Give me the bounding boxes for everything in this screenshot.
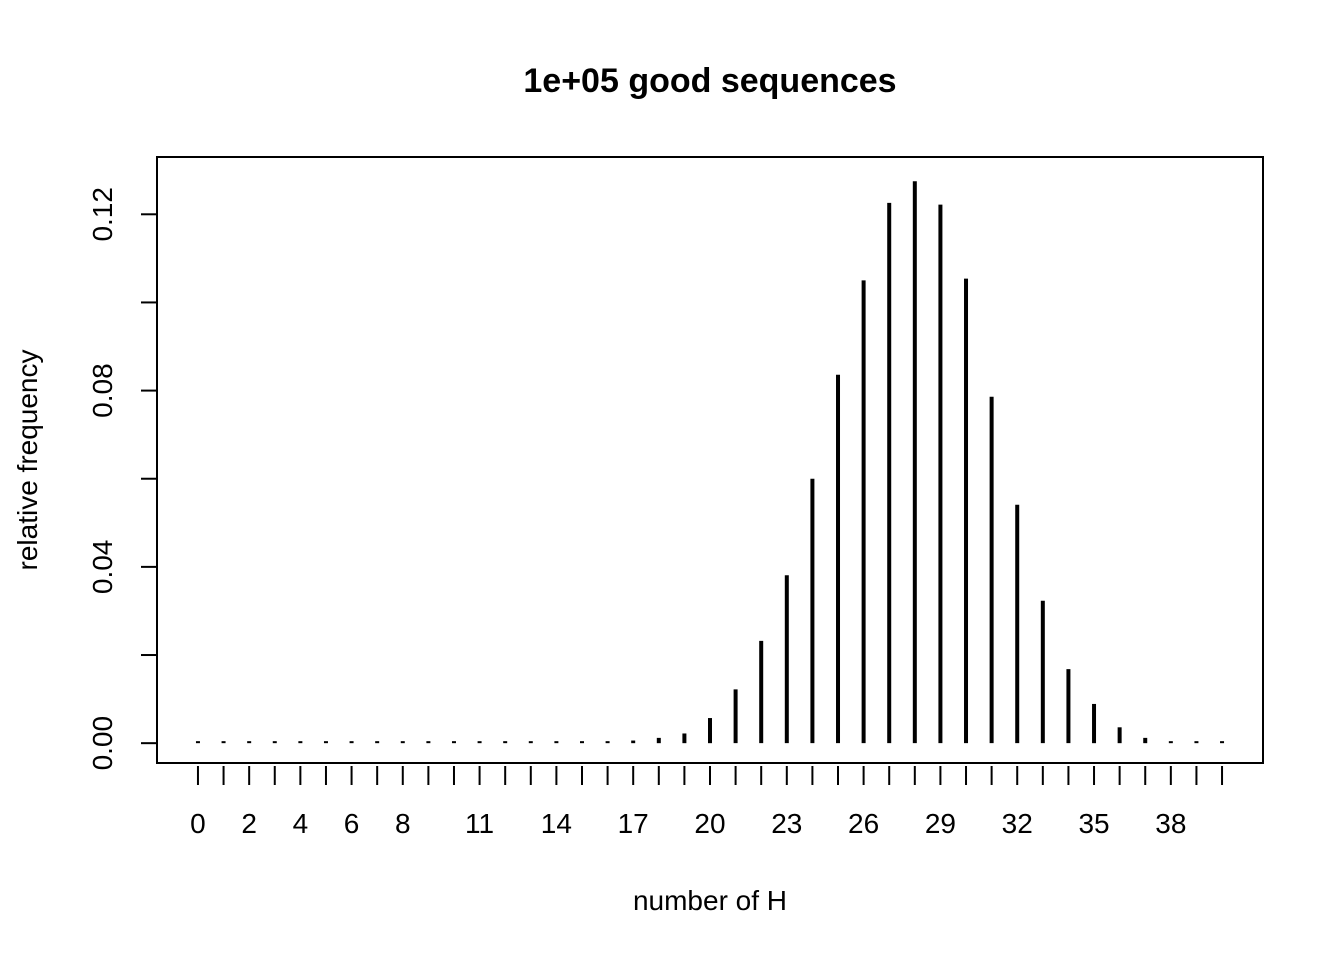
- x-tick-label: 8: [395, 808, 411, 839]
- x-tick-label: 29: [925, 808, 956, 839]
- x-tick-label: 23: [771, 808, 802, 839]
- x-tick-label: 11: [465, 808, 494, 839]
- chart-title: 1e+05 good sequences: [523, 62, 896, 100]
- x-axis: 0 2 4 6 8 11 14 17 20 23 26 29 32 35 38: [190, 766, 1224, 839]
- x-axis-label: number of H: [633, 885, 787, 916]
- x-tick-label: 2: [241, 808, 257, 839]
- x-tick-label: 17: [618, 808, 649, 839]
- x-tick-label: 14: [541, 808, 572, 839]
- y-tick-label: 0.12: [87, 187, 118, 242]
- x-tick-label: 38: [1155, 808, 1186, 839]
- x-tick-label: 6: [344, 808, 360, 839]
- x-tick-label: 35: [1078, 808, 1109, 839]
- y-axis: 0.00 0.04 0.08 0.12: [87, 187, 157, 770]
- y-tick-label: 0.00: [87, 716, 118, 771]
- x-tick-label: 32: [1002, 808, 1033, 839]
- y-tick-label: 0.08: [87, 363, 118, 418]
- x-tick-label: 20: [694, 808, 725, 839]
- y-tick-label: 0.04: [87, 540, 118, 595]
- x-tick-label: 26: [848, 808, 879, 839]
- y-axis-label: relative frequency: [12, 349, 43, 570]
- plot-frame: [156, 156, 1264, 764]
- x-tick-label: 0: [190, 808, 206, 839]
- bars: [195, 181, 1225, 744]
- x-tick-label: 4: [293, 808, 309, 839]
